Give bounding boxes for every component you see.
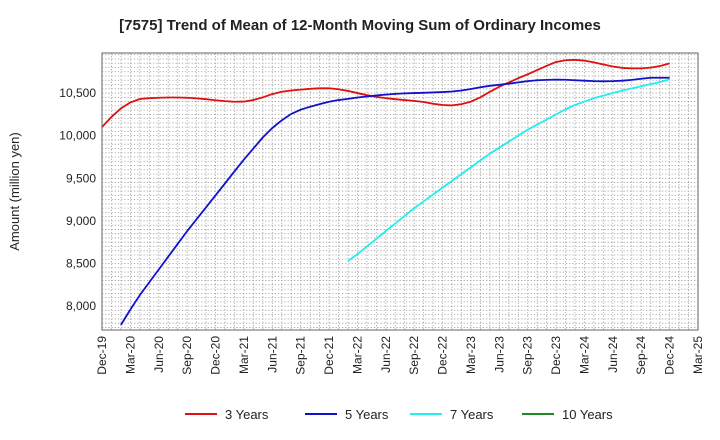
y-tick-label: 10,500 (59, 86, 96, 100)
legend-item-10-years: 10 Years (522, 407, 613, 422)
x-tick-label: Dec-20 (209, 336, 223, 375)
legend-item-7-years: 7 Years (410, 407, 494, 422)
x-tick-label: Mar-25 (691, 336, 705, 374)
grid (101, 53, 699, 330)
x-tick-label: Sep-23 (521, 336, 535, 375)
x-tick-label: Mar-21 (237, 336, 251, 374)
y-tick-label: 8,000 (66, 299, 96, 313)
y-tick-label: 10,000 (59, 129, 96, 143)
legend-label: 3 Years (225, 407, 269, 422)
x-tick-label: Sep-22 (407, 336, 421, 375)
y-tick-label: 9,500 (66, 171, 96, 185)
series-line-7-years (347, 78, 670, 262)
series-lines (101, 58, 670, 326)
x-tick-label: Dec-23 (549, 336, 563, 375)
legend-item-5-years: 5 Years (305, 407, 389, 422)
legend-label: 5 Years (345, 407, 389, 422)
x-tick-label: Dec-22 (436, 336, 450, 375)
x-tick-label: Sep-21 (294, 336, 308, 375)
x-tick-label: Mar-20 (123, 336, 137, 374)
y-tick-label: 9,000 (66, 214, 96, 228)
x-tick-label: Dec-19 (95, 336, 109, 375)
legend-item-3-years: 3 Years (185, 407, 269, 422)
x-tick-label: Sep-24 (634, 336, 648, 375)
x-tick-label: Mar-22 (350, 336, 364, 374)
y-axis-label: Amount (million yen) (7, 132, 22, 251)
x-tick-label: Mar-23 (464, 336, 478, 374)
y-tick-label: 8,500 (66, 257, 96, 271)
chart-title: [7575] Trend of Mean of 12-Month Moving … (119, 17, 601, 34)
legend: 3 Years 5 Years 7 Years 10 Years (185, 407, 613, 422)
legend-label: 7 Years (450, 407, 494, 422)
x-tick-label: Jun-22 (379, 336, 393, 373)
series-line-5-years (120, 76, 670, 326)
x-tick-label: Jun-21 (265, 336, 279, 373)
series-line-3-years (101, 58, 670, 128)
x-tick-label: Sep-20 (180, 336, 194, 375)
x-tick-label: Mar-24 (577, 336, 591, 374)
x-tick-label: Jun-24 (606, 336, 620, 373)
x-tick-label: Dec-21 (322, 336, 336, 375)
x-tick-label: Jun-23 (492, 336, 506, 373)
x-axis-ticks: Dec-19 Mar-20 Jun-20 Sep-20 Dec-20 Mar-21 Jun-… (95, 336, 705, 375)
y-axis-ticks: 8,000 8,500 9,000 9,500 10,000 10,500 (59, 86, 96, 313)
plot-area (101, 52, 699, 331)
legend-label: 10 Years (562, 407, 613, 422)
x-tick-label: Dec-24 (663, 336, 677, 375)
x-tick-label: Jun-20 (152, 336, 166, 373)
